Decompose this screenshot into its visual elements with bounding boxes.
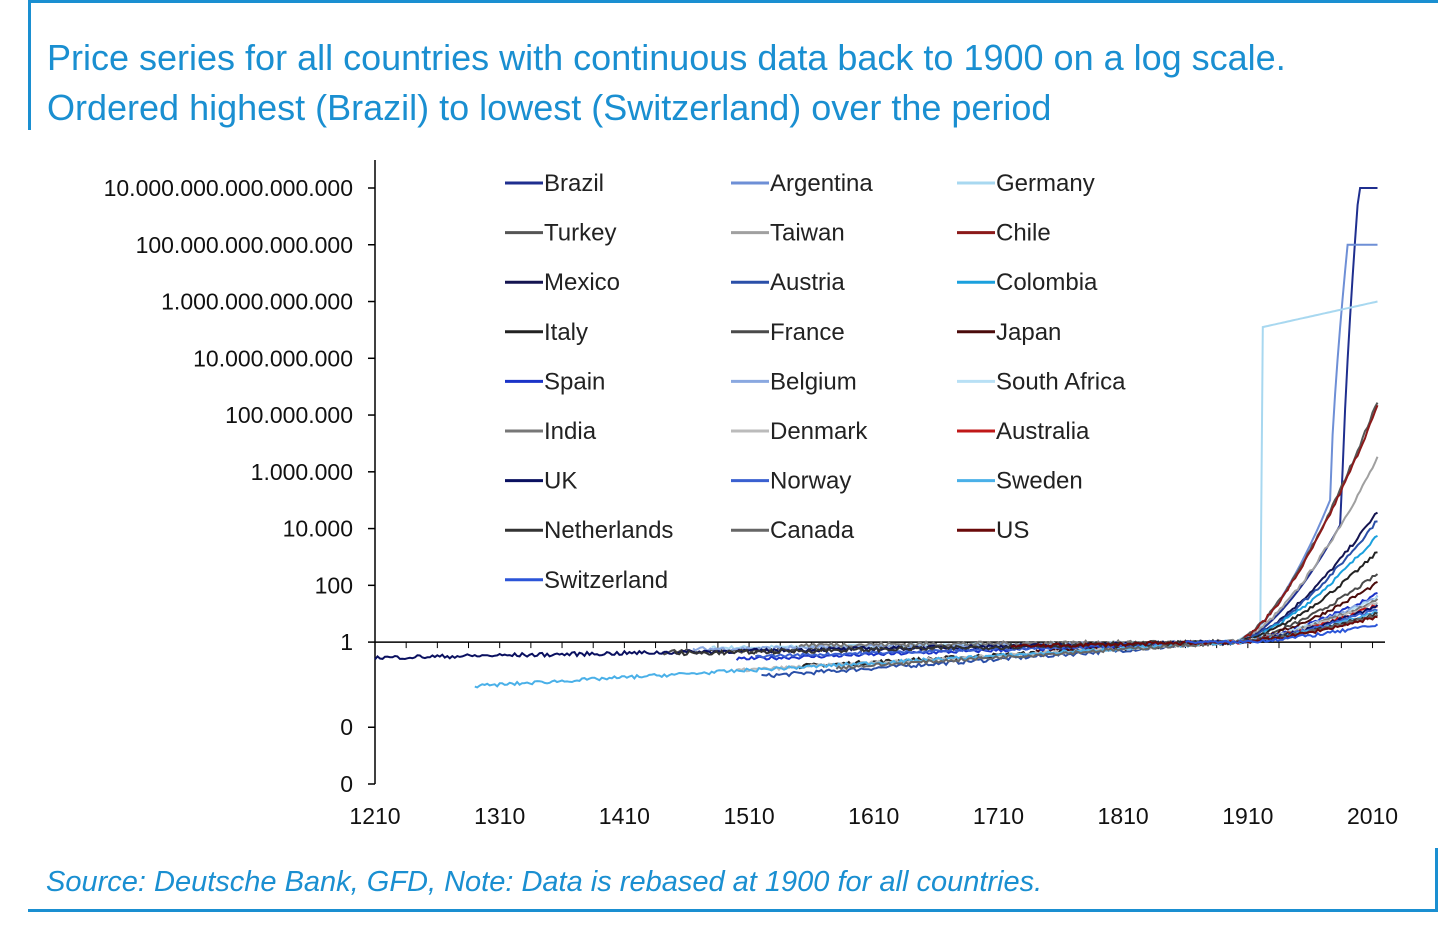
x-tick-label: 1910 [1222,803,1273,829]
series-line-argentina [1185,243,1378,645]
legend-label: Turkey [544,220,616,247]
y-tick-label: 1 [340,629,353,655]
x-tick-label: 1610 [848,803,899,829]
legend-label: Netherlands [544,517,673,544]
legend-label: Australia [996,418,1090,445]
legend-label: Sweden [996,468,1083,495]
legend-label: Canada [770,517,855,544]
series-line-us [1010,615,1378,649]
x-tick-label: 1510 [723,803,774,829]
y-tick-label: 100.000.000.000.000 [136,232,353,258]
legend-label: Colombia [996,269,1098,296]
legend-label: Italy [544,319,588,346]
series-line-india [798,598,1379,648]
legend-label: Japan [996,319,1061,346]
x-tick-label: 1210 [349,803,400,829]
legend-label: France [770,319,845,346]
series-layer [374,187,1379,689]
x-tick-label: 1810 [1098,803,1149,829]
source-note: Source: Deutsche Bank, GFD, Note: Data i… [46,866,1043,898]
legend-label: Belgium [770,368,857,395]
series-line-brazil [1184,187,1378,645]
title-frame: Price series for all countries with cont… [28,0,1438,130]
source-frame: Source: Deutsche Bank, GFD, Note: Data i… [28,848,1438,912]
legend-label: Austria [770,269,845,296]
legend-label: Norway [770,468,851,495]
axes: 0 0 1 100 10.000 1.000.000 100.000.000 10.000.0… [104,160,1398,829]
legend-label: Switzerland [544,567,668,594]
legend-label: Taiwan [770,220,845,247]
legend-label: Mexico [544,269,620,296]
legend-label: Spain [544,368,605,395]
y-tick-label: 1.000.000.000.000 [161,289,353,315]
y-tick-label: 10.000.000.000 [193,345,353,371]
y-tick-label: 10.000.000.000.000.000 [104,175,353,201]
legend: Brazil Argentina Germany Turkey Taiwan Chile M… [505,170,1126,594]
legend-label: South Africa [996,368,1126,395]
x-tick-label: 1310 [474,803,525,829]
legend-label: Germany [996,170,1095,197]
x-tick-label: 1410 [599,803,650,829]
series-line-switzerland [1185,623,1379,645]
y-tick-label: 0 [340,714,353,740]
legend-label: US [996,517,1029,544]
legend-label: India [544,418,597,445]
x-tick-label: 2010 [1347,803,1398,829]
series-line-colombia [1185,534,1378,645]
chart-title: Price series for all countries with cont… [47,37,1286,128]
price-chart: 0 0 1 100 10.000 1.000.000 100.000.000 10.000.0… [104,160,1398,829]
legend-label: Brazil [544,170,604,197]
y-tick-label: 100 [315,572,353,598]
y-tick-label: 0 [340,771,353,797]
legend-label: UK [544,468,577,495]
legend-label: Denmark [770,418,868,445]
legend-label: Argentina [770,170,873,197]
legend-label: Chile [996,220,1051,247]
y-tick-label: 100.000.000 [225,402,353,428]
y-tick-label: 10.000 [283,516,353,542]
y-tick-label: 1.000.000 [251,459,353,485]
x-tick-label: 1710 [973,803,1024,829]
